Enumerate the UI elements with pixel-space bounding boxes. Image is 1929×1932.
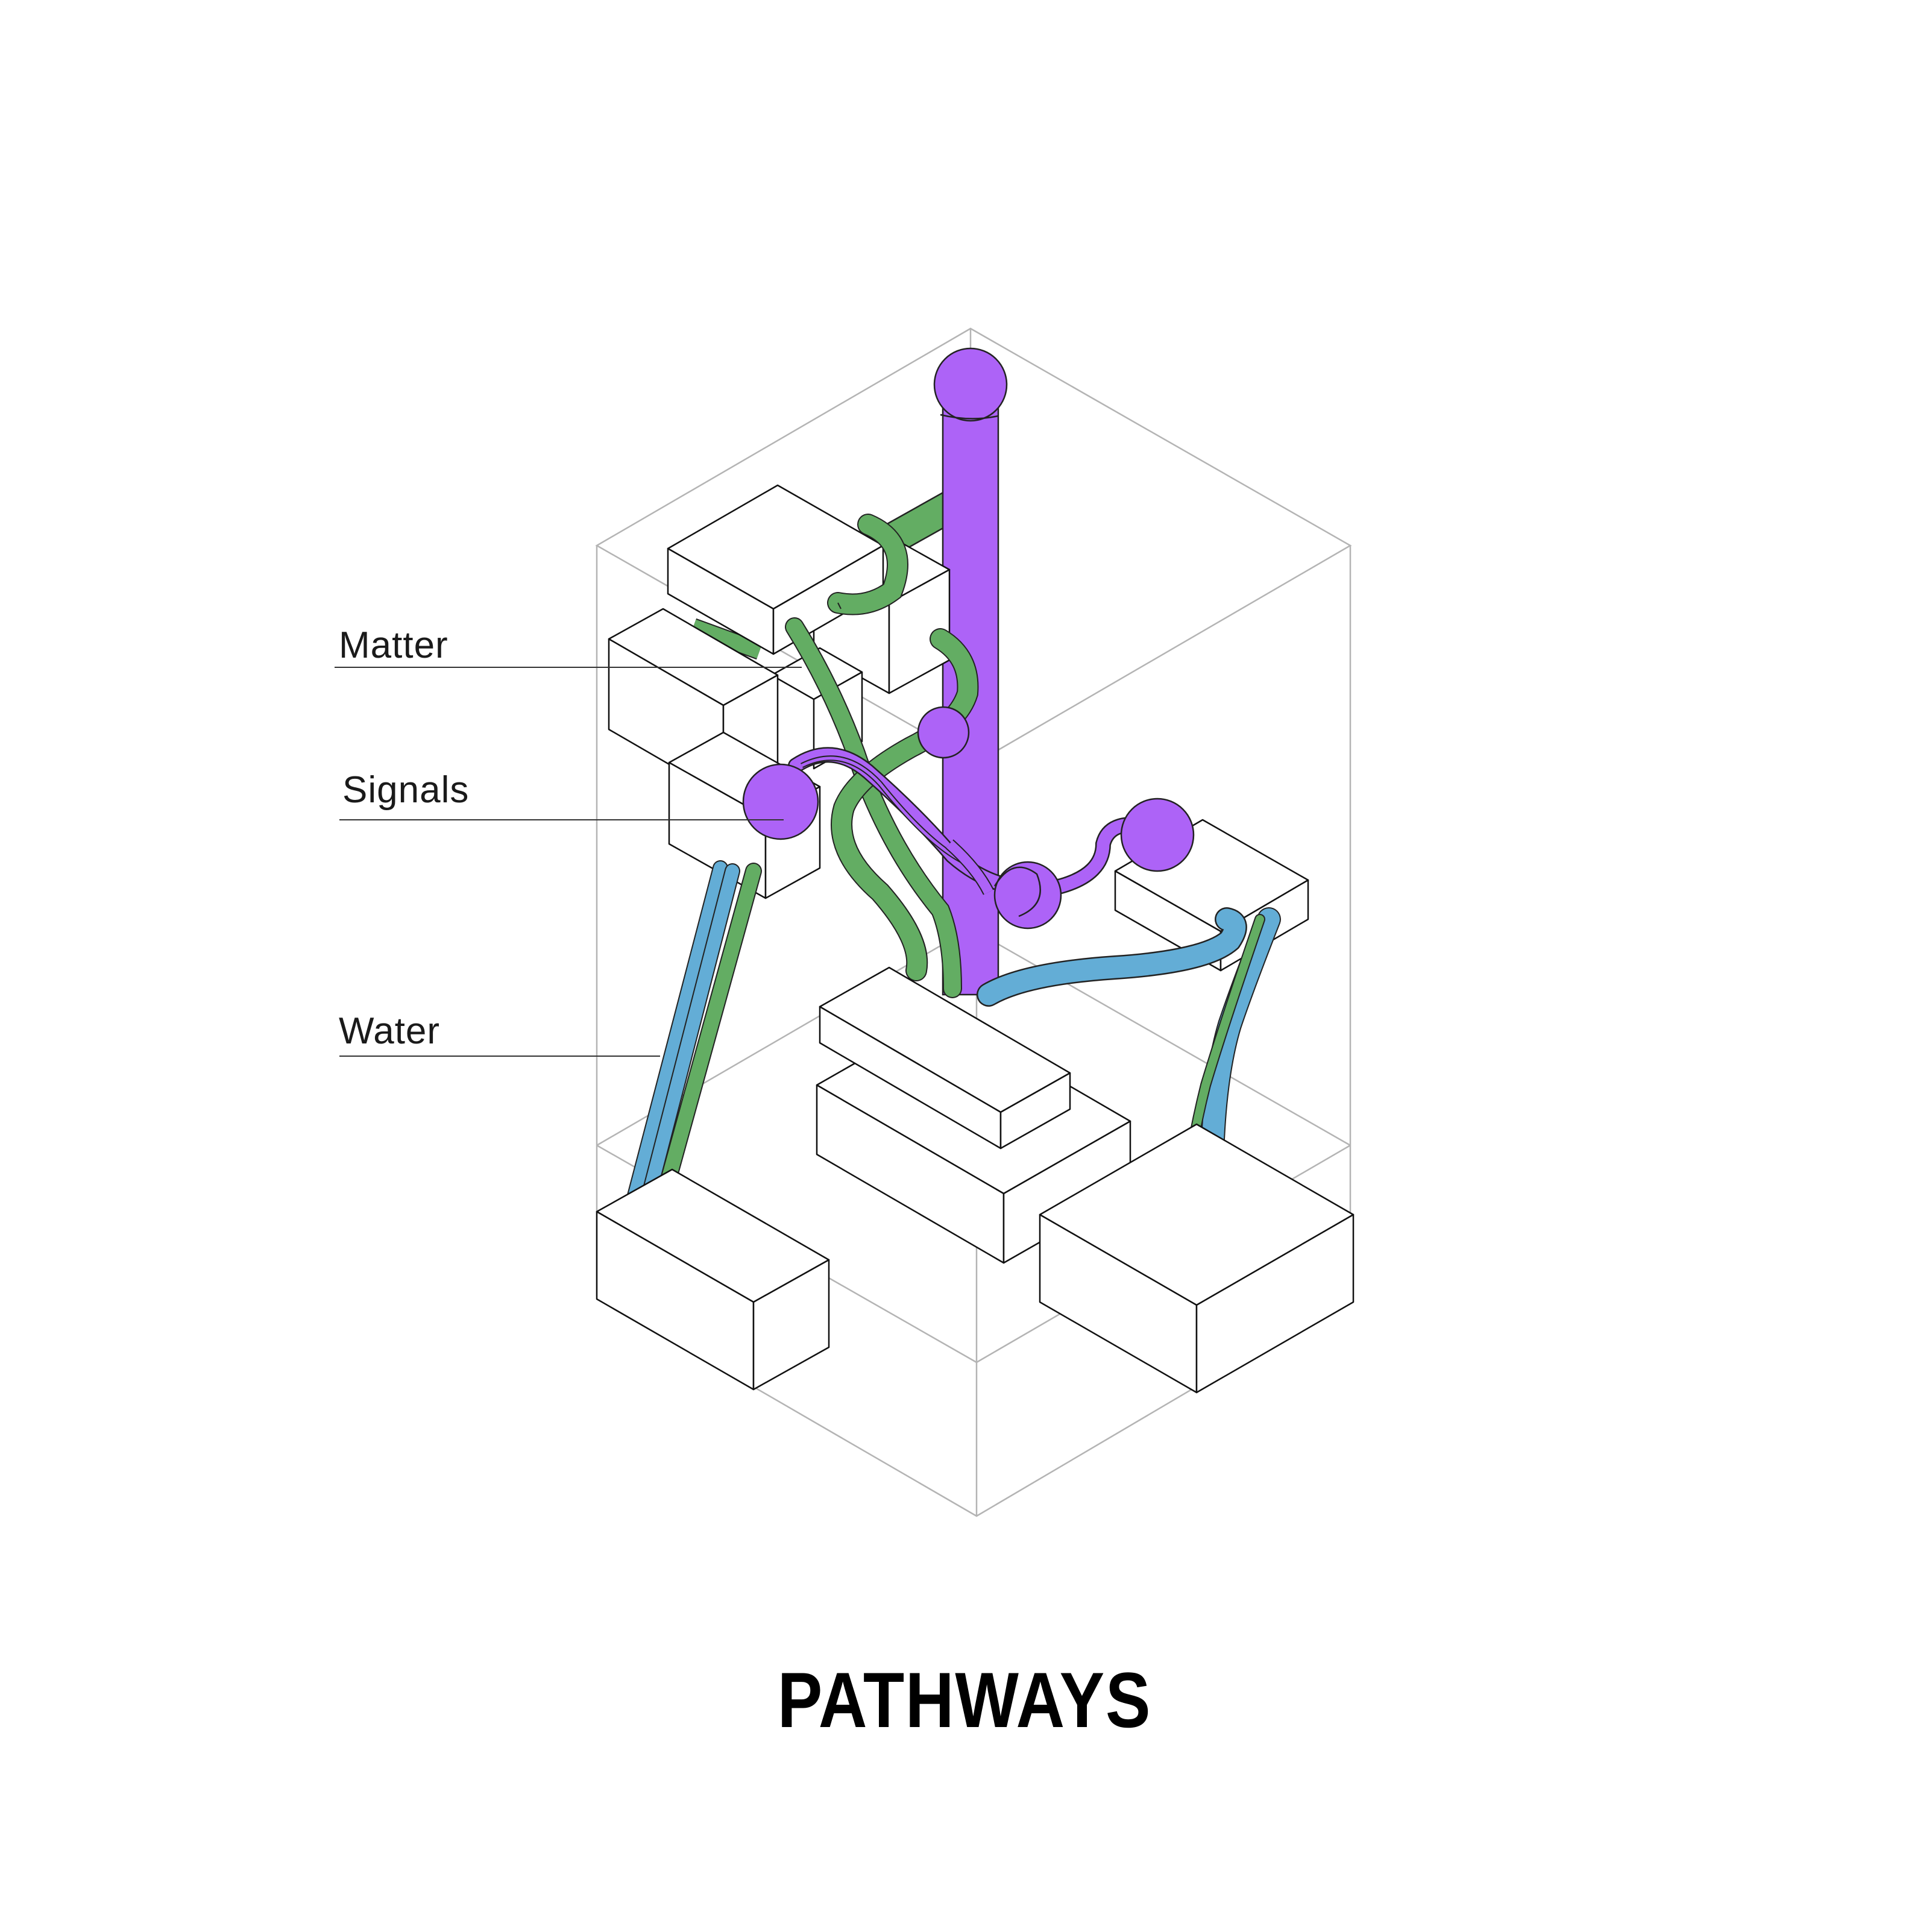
legend-label-matter: Matter [339, 625, 448, 666]
signals-network [742, 706, 1195, 930]
legend-label-water: Water [339, 1010, 441, 1052]
legend-label-signals: Signals [342, 769, 470, 811]
box-bottom-left [596, 1168, 830, 1391]
diagram-title: PATHWAYS [777, 1656, 1152, 1744]
leader-lines [335, 667, 802, 1057]
matter-loop [827, 514, 908, 615]
box-bottom-right [1039, 1123, 1355, 1394]
box-center-top [819, 966, 1071, 1150]
water-pipes-left [625, 860, 762, 1229]
matter-pipe-center [785, 617, 979, 998]
